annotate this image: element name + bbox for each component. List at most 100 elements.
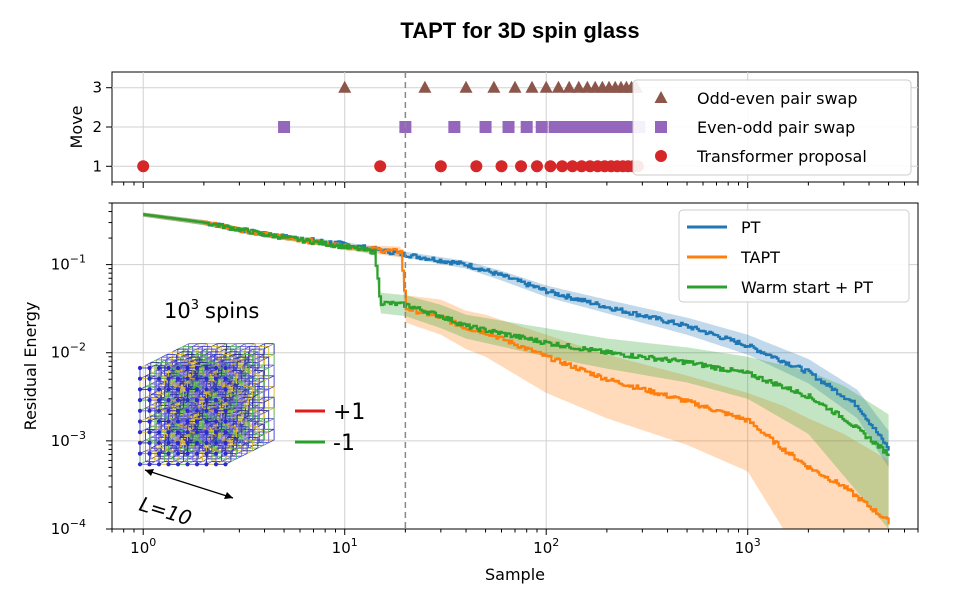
lattice-bond bbox=[263, 367, 269, 371]
inset-spins-label: 103 spins bbox=[164, 298, 259, 323]
lattice-bond bbox=[252, 351, 259, 355]
lattice-site bbox=[137, 365, 143, 371]
lattice-bond bbox=[268, 386, 275, 390]
lattice-site bbox=[166, 376, 171, 381]
energy-legend-box bbox=[678, 209, 910, 303]
inset-spins-exp: 3 bbox=[191, 298, 199, 313]
lattice-site bbox=[223, 462, 228, 467]
x-tick-base: 10 bbox=[735, 539, 754, 557]
lattice-bond bbox=[236, 413, 242, 417]
x-tick-exp: 1 bbox=[351, 536, 358, 549]
lattice-site bbox=[175, 387, 181, 392]
lattice-bond bbox=[252, 404, 259, 409]
lattice-bond bbox=[230, 426, 237, 430]
lattice-site bbox=[156, 365, 162, 371]
lattice-bond bbox=[252, 447, 259, 452]
y-tick-base: 10 bbox=[51, 432, 70, 450]
lattice-bond bbox=[263, 431, 269, 436]
move-marker bbox=[551, 80, 565, 93]
move-marker bbox=[508, 80, 522, 93]
lattice-site bbox=[213, 419, 219, 424]
move-legend-label: Odd-even pair swap bbox=[697, 89, 858, 108]
lattice-site bbox=[194, 451, 200, 456]
lattice-site bbox=[147, 462, 152, 467]
y-tick-label: 10−2 bbox=[51, 341, 86, 362]
lattice-site bbox=[223, 398, 228, 403]
lattice-bond bbox=[252, 383, 259, 387]
lattice-site bbox=[223, 387, 228, 392]
lattice-bond bbox=[246, 450, 253, 454]
lattice-site bbox=[204, 408, 209, 413]
lattice-bond bbox=[257, 434, 264, 438]
move-legend-box bbox=[632, 79, 912, 176]
lattice-bond bbox=[252, 415, 259, 420]
lattice-site bbox=[156, 408, 162, 413]
lattice-site bbox=[213, 408, 219, 413]
move-marker bbox=[539, 80, 553, 93]
lattice-site bbox=[175, 419, 181, 424]
lattice-site bbox=[204, 365, 209, 371]
lattice-bond bbox=[230, 405, 237, 409]
lattice-site bbox=[147, 376, 152, 381]
lattice-site bbox=[194, 419, 200, 424]
lattice-site bbox=[147, 440, 152, 445]
lattice-site bbox=[175, 462, 181, 467]
lattice-bond bbox=[236, 445, 242, 449]
lattice-bond bbox=[257, 359, 264, 363]
lattice-bond bbox=[257, 391, 264, 395]
y-tick-label: 10−4 bbox=[51, 517, 86, 538]
move-marker bbox=[572, 80, 586, 93]
lattice-bond bbox=[246, 407, 253, 412]
lattice-site bbox=[204, 419, 209, 424]
lattice-site bbox=[156, 462, 162, 467]
lattice-site bbox=[194, 462, 200, 467]
lattice-bond bbox=[230, 458, 237, 462]
lattice-site bbox=[156, 398, 162, 403]
lattice-bond bbox=[236, 455, 242, 460]
lattice-bond bbox=[263, 442, 269, 446]
x-tick-exp: 3 bbox=[754, 536, 761, 549]
lattice-site bbox=[156, 430, 162, 435]
lattice-site bbox=[194, 365, 200, 371]
lattice-site bbox=[185, 376, 190, 381]
lattice-bond bbox=[241, 356, 248, 361]
lattice-site bbox=[213, 451, 219, 456]
lattice-bond bbox=[236, 359, 242, 363]
lattice-site bbox=[137, 451, 143, 456]
move-marker bbox=[575, 160, 588, 173]
lattice-bond bbox=[252, 426, 259, 430]
lattice-site bbox=[213, 398, 219, 403]
lattice-site bbox=[213, 387, 219, 392]
energy-series-lines bbox=[143, 213, 890, 525]
y-tick-base: 10 bbox=[51, 256, 70, 274]
move-marker bbox=[530, 160, 543, 173]
lattice-bond bbox=[230, 372, 237, 377]
lattice-site bbox=[223, 440, 228, 445]
lattice-site bbox=[213, 365, 219, 371]
lattice-site bbox=[147, 398, 152, 403]
move-marker bbox=[556, 160, 569, 173]
energy-legend: PT TAPT Warm start + PT bbox=[678, 209, 910, 303]
lattice-site bbox=[137, 398, 143, 403]
lattice-bond bbox=[263, 378, 269, 382]
lattice-bond bbox=[236, 434, 242, 438]
lattice-site bbox=[166, 451, 171, 456]
spin-legend-label: +1 bbox=[333, 400, 365, 425]
series-line-warm-start-pt bbox=[143, 213, 890, 457]
lattice-site bbox=[204, 376, 209, 381]
chart-title: TAPT for 3D spin glass bbox=[400, 18, 640, 43]
lattice-bond bbox=[268, 428, 275, 433]
lattice-bond bbox=[246, 375, 253, 379]
lattice-site bbox=[147, 430, 152, 435]
y-tick-label: 10−1 bbox=[51, 253, 86, 274]
lattice-site bbox=[175, 440, 181, 445]
lattice-site bbox=[185, 365, 190, 371]
lattice-site bbox=[166, 398, 171, 403]
move-marker bbox=[525, 80, 539, 93]
move-marker bbox=[374, 160, 387, 173]
lattice-bond bbox=[257, 423, 264, 428]
y-tick-exp: −4 bbox=[70, 517, 86, 530]
move-marker bbox=[535, 121, 548, 133]
lattice-bond bbox=[252, 437, 259, 441]
